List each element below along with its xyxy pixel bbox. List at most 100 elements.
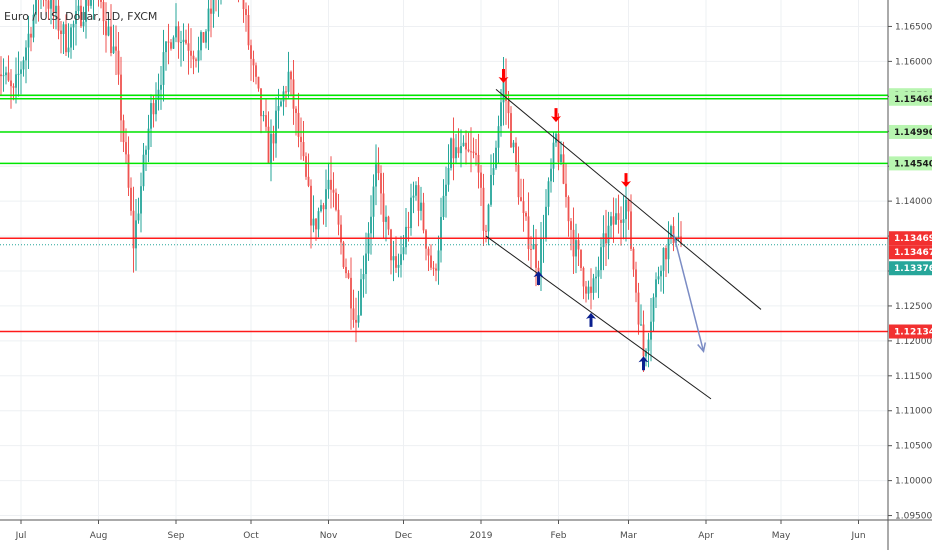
candle-body	[635, 269, 637, 293]
price-tick-label: 1.11500	[895, 372, 932, 382]
candle-body	[205, 31, 207, 43]
candle-body	[625, 199, 627, 220]
candle-body	[132, 210, 135, 249]
badge-layer: 1.155161.154651.149901.145401.134691.134…	[889, 88, 932, 339]
candle-body	[332, 189, 335, 193]
candle-body	[302, 141, 305, 157]
candle-body	[582, 267, 585, 287]
candle-body	[352, 308, 355, 320]
candle-body	[607, 225, 610, 244]
candle-body	[210, 8, 212, 14]
candle-body	[520, 197, 522, 202]
candle-body	[460, 146, 462, 154]
candle-body	[587, 286, 590, 294]
candle-body	[147, 128, 150, 150]
candle-body	[277, 106, 280, 111]
time-tick-label: Dec	[395, 531, 412, 541]
candle-body	[400, 254, 402, 265]
candle-body	[60, 30, 62, 34]
candle-body	[110, 26, 112, 54]
candle-body	[617, 213, 620, 220]
candle-body	[627, 199, 630, 212]
candle-body	[645, 351, 647, 357]
price-tick-label: 1.12500	[895, 302, 932, 312]
candle-body	[322, 205, 325, 210]
candle-body	[572, 229, 575, 257]
candle-body	[142, 154, 145, 187]
candle-body	[72, 23, 75, 28]
candle-body	[447, 167, 450, 185]
candle-body	[577, 240, 580, 250]
candle-body	[275, 110, 277, 144]
candle-body	[80, 5, 82, 27]
candle-body	[20, 69, 22, 74]
candle-body	[100, 0, 102, 2]
candle-body	[560, 154, 562, 163]
candle-body	[212, 0, 215, 14]
time-tick-label: Mar	[620, 531, 637, 541]
candle-body	[355, 319, 357, 323]
candle-body	[595, 276, 597, 279]
candle-body	[87, 0, 90, 6]
candle-body	[130, 187, 132, 211]
candle-body	[120, 74, 122, 121]
candle-body	[242, 0, 245, 10]
price-badge-label: 1.14990	[894, 128, 932, 138]
candle-body	[167, 41, 170, 43]
candle-body	[77, 5, 80, 12]
price-tick-label: 1.09500	[895, 512, 932, 522]
price-badge-label: 1.13469	[894, 234, 932, 244]
candle-body	[162, 52, 165, 85]
candle-body	[102, 1, 105, 22]
candle-body	[590, 286, 592, 293]
candle-body	[382, 193, 385, 222]
candle-body	[547, 181, 550, 207]
candle-body	[190, 50, 192, 56]
candle-body	[502, 78, 505, 103]
candle-body	[495, 147, 497, 169]
price-badge-teal	[889, 261, 932, 276]
candle-body	[377, 164, 380, 174]
candle-body	[265, 115, 267, 127]
candle-body	[465, 142, 467, 150]
candle-body	[570, 221, 572, 230]
candle-body	[507, 100, 510, 114]
candle-body	[345, 266, 347, 274]
candle-body	[407, 226, 410, 229]
candle-body	[467, 149, 470, 152]
candle-body	[192, 55, 195, 60]
candle-body	[267, 126, 270, 163]
candle-body	[295, 108, 297, 113]
candle-body	[135, 220, 137, 249]
candle-body	[497, 126, 500, 148]
candle-body	[567, 196, 570, 222]
candle-body	[180, 42, 182, 44]
time-tick-label: Jun	[850, 531, 865, 541]
candle-body	[280, 101, 282, 107]
candle-body	[517, 165, 520, 198]
candle-body	[257, 76, 260, 89]
candle-body	[202, 32, 205, 43]
price-badge-label: 1.13376	[894, 264, 932, 274]
candle-body	[365, 253, 367, 275]
candle-body	[347, 273, 350, 278]
candle-body	[175, 26, 177, 38]
price-tick-label: 1.11000	[895, 407, 932, 417]
candle-body	[457, 147, 460, 154]
price-tick-label: 1.10500	[895, 442, 932, 452]
candle-body	[610, 216, 612, 226]
candle-body	[200, 32, 202, 51]
candle-body	[422, 202, 425, 231]
price-badge-label: 1.12134	[894, 328, 932, 338]
candle-body	[152, 103, 155, 115]
candle-body	[22, 60, 25, 70]
candle-body	[125, 142, 127, 155]
candle-body	[185, 39, 187, 44]
candle-body	[207, 8, 210, 32]
candle-body	[427, 248, 430, 256]
candle-body	[387, 216, 390, 230]
candle-body	[67, 47, 70, 53]
candle-body	[632, 248, 635, 270]
